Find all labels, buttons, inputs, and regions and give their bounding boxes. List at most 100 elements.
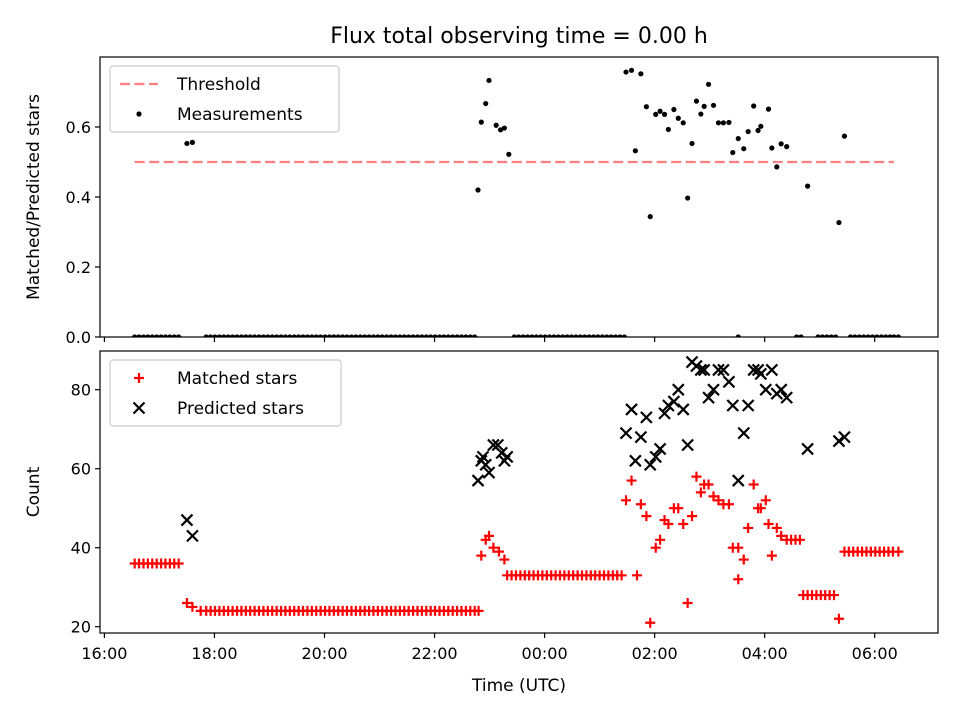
measurement-point bbox=[621, 334, 627, 337]
measurement-point bbox=[538, 334, 544, 337]
matched-point bbox=[632, 570, 643, 581]
legend-threshold-label: Threshold bbox=[176, 75, 261, 95]
predicted-point bbox=[765, 363, 779, 377]
measurement-point bbox=[653, 111, 659, 117]
matched-point bbox=[703, 479, 714, 490]
measurement-point bbox=[793, 334, 800, 337]
measurement-point bbox=[475, 187, 481, 193]
measurement-point bbox=[140, 334, 147, 337]
matched-point bbox=[499, 554, 510, 565]
measurement-point bbox=[852, 334, 858, 337]
matched-point bbox=[833, 613, 844, 624]
legend-measurements-label: Measurements bbox=[177, 105, 303, 125]
measurement-point bbox=[344, 334, 350, 337]
matched-point bbox=[650, 542, 661, 553]
matched-point bbox=[723, 499, 734, 510]
measurement-point bbox=[891, 334, 897, 337]
predicted-point bbox=[676, 403, 690, 416]
predicted-point bbox=[186, 529, 199, 543]
measurement-point bbox=[701, 103, 707, 109]
y-tick-label: 0.6 bbox=[66, 118, 91, 137]
matched-point bbox=[181, 597, 192, 608]
measurement-point bbox=[136, 334, 142, 337]
measurement-point bbox=[698, 111, 704, 117]
measurement-point bbox=[309, 334, 315, 337]
measurement-point bbox=[546, 334, 553, 337]
measurement-point bbox=[432, 334, 438, 337]
matched-point bbox=[893, 546, 904, 557]
measurement-point bbox=[247, 334, 253, 337]
measurement-point bbox=[529, 334, 535, 337]
matched-point bbox=[616, 570, 627, 581]
measurement-point bbox=[287, 334, 293, 337]
measurement-point bbox=[397, 334, 403, 337]
legend-matched-label: Matched stars bbox=[177, 369, 297, 389]
measurement-point bbox=[184, 140, 190, 147]
predicted-point bbox=[619, 426, 633, 440]
matched-point bbox=[488, 542, 499, 553]
matched-point bbox=[776, 530, 787, 541]
measurement-point bbox=[693, 98, 700, 104]
measurement-point bbox=[735, 334, 741, 337]
y-tick-label: 0.0 bbox=[66, 328, 91, 347]
plot-area bbox=[129, 355, 904, 628]
measurement-point bbox=[856, 334, 862, 337]
predicted-point bbox=[754, 367, 768, 381]
predicted-point bbox=[774, 383, 788, 396]
predicted-point bbox=[625, 403, 638, 416]
axes-frame bbox=[99, 350, 939, 634]
measurement-point bbox=[524, 334, 531, 337]
measurement-point bbox=[612, 334, 619, 337]
measurement-point bbox=[167, 334, 173, 337]
measurement-point bbox=[406, 334, 412, 337]
measurement-point bbox=[730, 149, 736, 156]
measurement-point bbox=[458, 334, 465, 337]
x-tick-label: 04:00 bbox=[742, 644, 788, 663]
predicted-point bbox=[629, 454, 642, 468]
measurement-point bbox=[745, 128, 751, 135]
measurement-point bbox=[643, 104, 649, 110]
predicted-point bbox=[643, 458, 657, 472]
y-tick-label: 20 bbox=[71, 618, 91, 637]
measurement-point bbox=[318, 334, 324, 337]
matched-point bbox=[645, 617, 656, 628]
measurement-point bbox=[260, 334, 267, 337]
predicted-point bbox=[707, 383, 720, 396]
measurement-point bbox=[735, 135, 741, 142]
matched-point bbox=[473, 605, 484, 616]
matched-point bbox=[766, 550, 777, 561]
measurement-point bbox=[828, 334, 834, 337]
measurement-point bbox=[234, 334, 240, 337]
y-axis-label: Matched/Predicted stars bbox=[24, 94, 44, 300]
measurement-point bbox=[865, 334, 871, 337]
measurement-point bbox=[486, 77, 492, 84]
measurement-point bbox=[680, 120, 686, 126]
matched-point bbox=[173, 558, 184, 569]
measurement-point bbox=[162, 334, 169, 337]
plot-area bbox=[132, 67, 901, 337]
matched-point bbox=[748, 479, 759, 490]
measurement-point bbox=[410, 334, 416, 337]
measurement-point bbox=[506, 151, 512, 157]
measurement-point bbox=[841, 133, 848, 139]
matched-point bbox=[635, 499, 646, 510]
measurement-point bbox=[623, 69, 629, 75]
predicted-point bbox=[747, 363, 760, 377]
predicted-point bbox=[476, 450, 490, 464]
predicted-point bbox=[658, 407, 671, 420]
predicted-point bbox=[731, 474, 745, 487]
measurement-point bbox=[824, 334, 830, 337]
measurement-point bbox=[595, 334, 601, 337]
chart-title: Flux total observing time = 0.00 h bbox=[330, 24, 708, 49]
predicted-point bbox=[697, 363, 711, 377]
measurement-point bbox=[414, 334, 421, 337]
y-axis-label: Count bbox=[24, 466, 44, 517]
measurement-point bbox=[599, 334, 605, 337]
x-tick-label: 06:00 bbox=[852, 644, 898, 663]
measurement-point bbox=[493, 122, 499, 128]
measurement-point bbox=[269, 334, 275, 337]
bottom-panel: 20 40 60 80 16:00 18:00 20:00 22:00 00:00 02:00 04… bbox=[24, 350, 939, 696]
measurement-point bbox=[436, 334, 443, 337]
measurement-point bbox=[282, 334, 289, 337]
measurement-point bbox=[590, 334, 597, 337]
